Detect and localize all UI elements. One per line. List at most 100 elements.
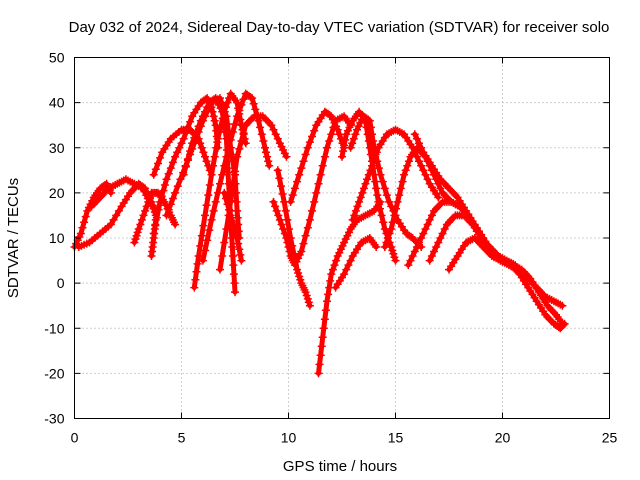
data-point — [371, 152, 380, 161]
data-point — [293, 177, 302, 186]
data-point — [427, 211, 436, 220]
data-point — [226, 135, 235, 144]
data-point — [233, 234, 242, 242]
data-point — [256, 123, 265, 132]
y-tick-label: 20 — [49, 185, 65, 201]
data-point — [385, 229, 394, 238]
data-point — [333, 125, 342, 134]
data-point — [222, 225, 231, 233]
data-point — [364, 170, 373, 179]
data-point — [412, 134, 421, 143]
data-point — [384, 234, 392, 242]
data-point — [209, 206, 218, 215]
data-point — [152, 213, 161, 222]
data-point — [151, 165, 160, 174]
data-point — [371, 177, 380, 186]
data-point — [114, 206, 123, 215]
data-point — [194, 122, 203, 131]
data-point — [263, 152, 272, 161]
data-point — [262, 148, 270, 157]
data-point — [288, 241, 297, 250]
data-point — [216, 265, 224, 274]
data-point — [223, 98, 232, 107]
data-point — [427, 252, 436, 260]
data-point — [236, 250, 245, 259]
data-point — [220, 238, 229, 247]
data-point — [196, 241, 205, 250]
data-point — [410, 247, 419, 256]
data-point — [269, 125, 278, 134]
data-point — [299, 157, 308, 166]
data-point — [321, 306, 330, 315]
data-point — [373, 191, 382, 200]
data-point — [438, 229, 447, 238]
data-point — [379, 218, 388, 227]
data-point — [166, 164, 175, 173]
data-point — [281, 206, 290, 215]
data-point — [225, 205, 234, 214]
data-point — [366, 166, 375, 175]
data-point — [317, 342, 326, 351]
data-point — [201, 152, 209, 161]
data-point — [412, 243, 421, 251]
data-point — [419, 166, 428, 175]
data-point — [419, 229, 428, 238]
series-arc-15 — [273, 166, 314, 310]
data-point — [231, 120, 239, 129]
data-point — [368, 130, 376, 139]
data-point — [297, 164, 306, 173]
data-point — [273, 134, 282, 143]
data-point — [369, 157, 378, 166]
data-point — [346, 256, 355, 265]
data-point — [283, 215, 292, 224]
data-point — [173, 182, 182, 191]
data-point — [232, 197, 241, 206]
data-point — [134, 225, 143, 233]
data-point — [168, 158, 177, 167]
x-tick-label: 20 — [495, 430, 511, 446]
data-point — [145, 193, 154, 202]
data-point — [320, 315, 329, 324]
data-point — [139, 211, 148, 220]
data-point — [176, 175, 185, 184]
data-point — [325, 137, 334, 145]
x-tick-label: 5 — [178, 430, 186, 446]
data-point — [406, 256, 415, 265]
data-point — [417, 143, 426, 152]
data-point — [218, 252, 227, 260]
data-point — [288, 191, 297, 200]
data-point — [308, 132, 316, 141]
y-axis-title: SDTVAR / TECUs — [5, 178, 22, 298]
data-point — [330, 261, 339, 270]
y-tick-label: 50 — [49, 50, 65, 66]
data-point — [228, 252, 237, 260]
series-arc-12 — [216, 112, 291, 274]
data-point — [230, 279, 239, 288]
data-point — [415, 157, 423, 166]
data-point — [385, 197, 394, 206]
data-point — [212, 143, 221, 152]
data-point — [181, 162, 190, 171]
data-point — [210, 116, 219, 125]
data-point — [231, 288, 239, 297]
data-point — [269, 197, 278, 206]
data-point — [196, 116, 205, 125]
data-point — [308, 206, 316, 215]
data-point — [404, 157, 413, 166]
data-point — [275, 215, 284, 224]
data-point — [363, 175, 372, 184]
data-point — [353, 202, 362, 211]
x-tick-label: 25 — [602, 430, 618, 446]
data-point — [237, 100, 246, 109]
data-point — [233, 112, 242, 121]
data-point — [305, 301, 314, 310]
data-point — [205, 226, 214, 235]
data-point — [434, 238, 443, 247]
data-point — [186, 147, 195, 156]
data-point — [218, 114, 227, 123]
data-point — [233, 206, 242, 215]
data-point — [237, 256, 246, 265]
data-point — [285, 225, 293, 233]
data-point — [224, 143, 233, 152]
